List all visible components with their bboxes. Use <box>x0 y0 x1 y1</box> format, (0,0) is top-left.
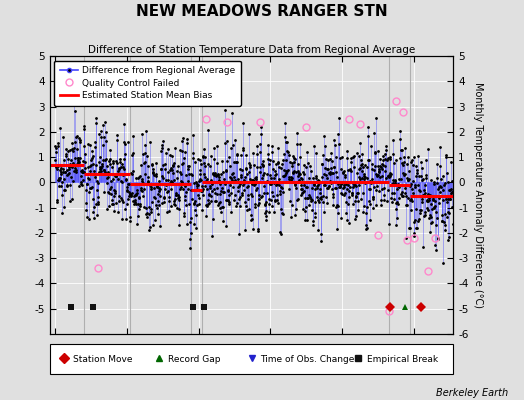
Text: Record Gap: Record Gap <box>168 354 220 364</box>
Text: NEW MEADOWS RANGER STN: NEW MEADOWS RANGER STN <box>136 4 388 19</box>
Title: Difference of Station Temperature Data from Regional Average: Difference of Station Temperature Data f… <box>88 45 415 55</box>
Text: Station Move: Station Move <box>73 354 132 364</box>
Text: Time of Obs. Change: Time of Obs. Change <box>260 354 355 364</box>
Text: Empirical Break: Empirical Break <box>367 354 439 364</box>
Y-axis label: Monthly Temperature Anomaly Difference (°C): Monthly Temperature Anomaly Difference (… <box>473 82 483 308</box>
Text: Berkeley Earth: Berkeley Earth <box>436 388 508 398</box>
Legend: Difference from Regional Average, Quality Control Failed, Estimated Station Mean: Difference from Regional Average, Qualit… <box>54 60 241 106</box>
